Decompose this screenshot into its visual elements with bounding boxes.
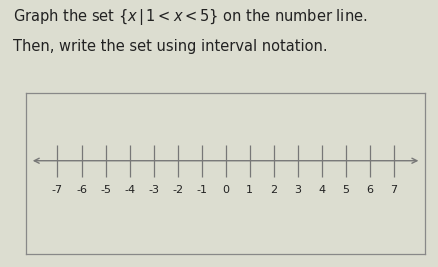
Text: 7: 7 <box>390 185 397 195</box>
Text: -2: -2 <box>172 185 183 195</box>
Text: 0: 0 <box>222 185 229 195</box>
Text: 1: 1 <box>246 185 253 195</box>
Text: 4: 4 <box>318 185 325 195</box>
Text: 5: 5 <box>342 185 349 195</box>
Text: -3: -3 <box>148 185 159 195</box>
Text: Then, write the set using interval notation.: Then, write the set using interval notat… <box>13 39 328 54</box>
Text: -6: -6 <box>76 185 87 195</box>
Text: -5: -5 <box>100 185 111 195</box>
Text: -7: -7 <box>52 185 63 195</box>
Text: -4: -4 <box>124 185 135 195</box>
Text: 3: 3 <box>294 185 301 195</box>
Text: Graph the set $\{x\,|\,1<x<5\}$ on the number line.: Graph the set $\{x\,|\,1<x<5\}$ on the n… <box>13 7 367 27</box>
Text: 2: 2 <box>270 185 277 195</box>
Text: -1: -1 <box>196 185 207 195</box>
Text: 6: 6 <box>366 185 373 195</box>
